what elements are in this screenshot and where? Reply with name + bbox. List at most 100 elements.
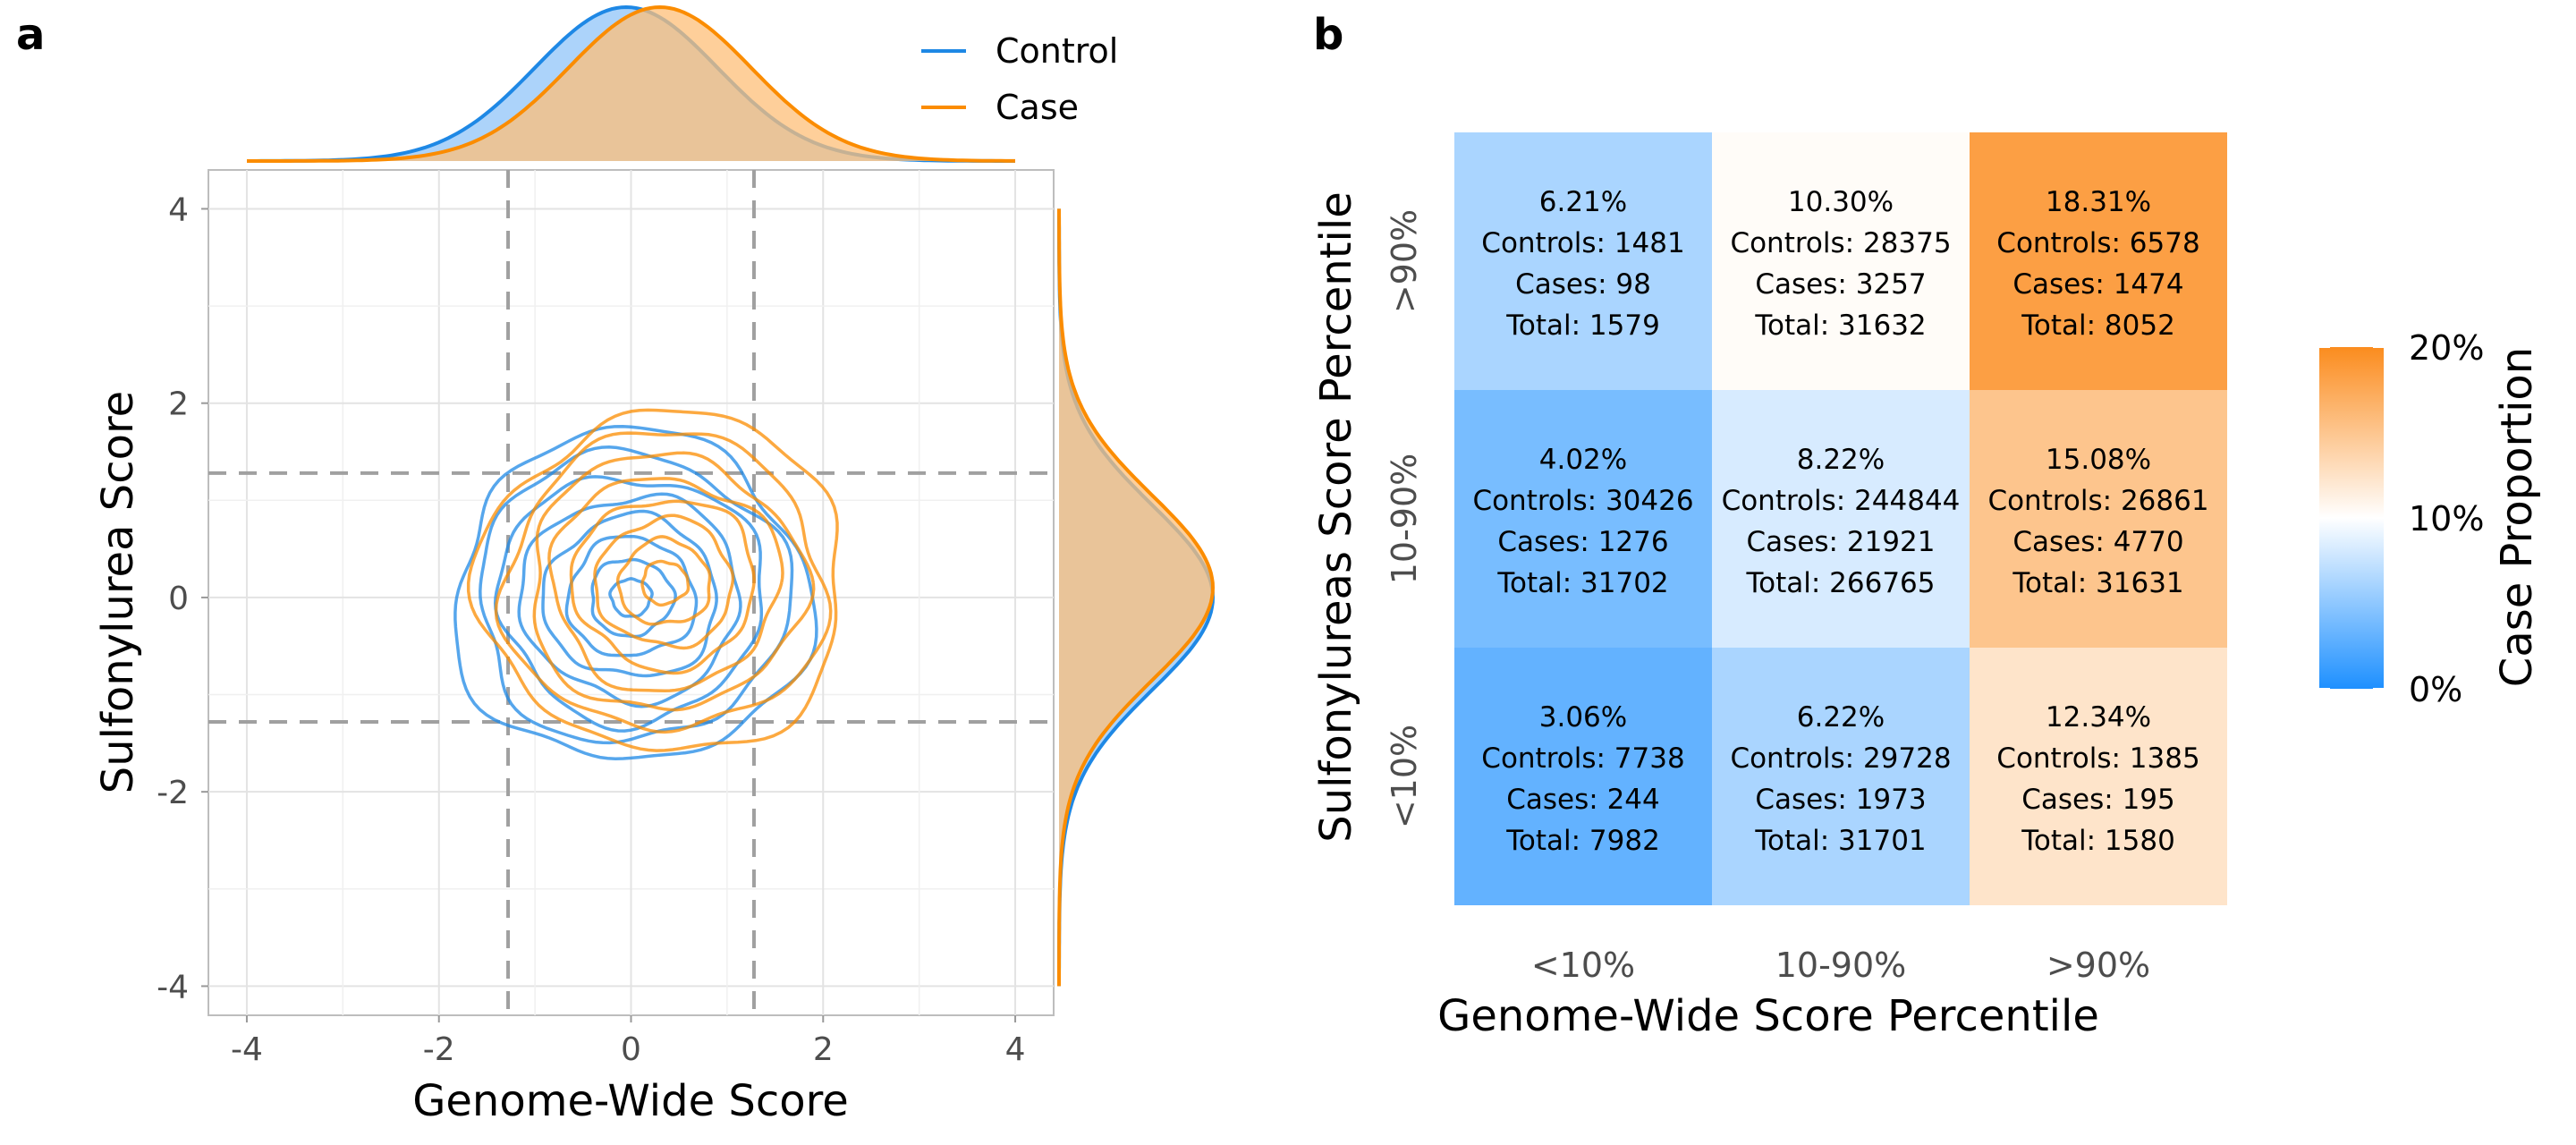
density-fill-case <box>1059 208 1213 987</box>
heatmap-cell-label: 6.22% <box>1797 701 1885 734</box>
y-tick-label: 4 <box>168 191 189 228</box>
heatmap-cell <box>1454 390 1712 648</box>
panel-label-a: a <box>16 10 45 60</box>
x-tick-label: -4 <box>231 1031 263 1068</box>
heatmap-cell-label: Total: 1580 <box>2021 825 2175 857</box>
heatmap-cell-label: 3.06% <box>1539 701 1627 734</box>
heatmap-cell-label: Controls: 26861 <box>1987 485 2208 517</box>
colorbar-tick-label: 0% <box>2409 670 2462 709</box>
heatmap-cell <box>1970 132 2227 390</box>
heatmap-cell-label: Total: 7982 <box>1505 825 1660 857</box>
contours <box>453 408 839 760</box>
heatmap-cell-label: 10.30% <box>1788 186 1894 218</box>
y-tick-label: 0 <box>168 581 189 617</box>
contour-case <box>494 431 833 734</box>
contour-control <box>541 509 718 678</box>
colorbar-title: Case Proportion <box>2492 347 2542 687</box>
panel-label-b: b <box>1313 10 1343 60</box>
heatmap-x-tick-label: >90% <box>2046 946 2150 985</box>
contour-case <box>640 559 691 607</box>
contour-case <box>615 535 712 626</box>
heatmap-cell-label: Cases: 195 <box>2021 784 2174 816</box>
heatmap-cell <box>1454 132 1712 390</box>
panel-b: 6.21% Controls: 1481 Cases: 98 Total: 1579 1… <box>1311 132 2542 1041</box>
y-tick-label: 2 <box>168 386 189 423</box>
heatmap-cell <box>1712 648 1970 905</box>
heatmap-cell-label: 8.22% <box>1797 444 1885 476</box>
density-line-case <box>247 4 1015 163</box>
heatmap-ticks: <10% 10-90% >90% >90% 10-90% <10% <box>1385 209 2150 985</box>
heatmap-cell-label: Controls: 7738 <box>1481 742 1684 775</box>
heatmap-cell-label: Controls: 1385 <box>1996 742 2199 775</box>
contour-control <box>493 475 764 733</box>
heatmap-cell-label: Cases: 4770 <box>2012 526 2183 558</box>
heatmap-cell-label: Total: 8052 <box>2021 310 2175 342</box>
density-fill-case <box>246 7 1016 161</box>
x-axis-title: Genome-Wide Score <box>412 1076 849 1126</box>
heatmap-cell-label: Cases: 1474 <box>2012 268 2183 301</box>
heatmap-cell-label: 18.31% <box>2046 186 2151 218</box>
y-axis-title: Sulfonylurea Score <box>93 391 143 793</box>
heatmap-cell-label: Total: 266765 <box>1745 567 1935 599</box>
heatmap-cell <box>1712 132 1970 390</box>
colorbar-tick-label: 20% <box>2409 328 2484 368</box>
panel-a: -4 -2 0 2 4 -4 -2 0 2 4 Genome-Wide Score Sulfony… <box>93 4 1216 1126</box>
grid <box>208 170 1054 1015</box>
heatmap-cell-label: Controls: 1481 <box>1481 227 1684 259</box>
heatmap-y-tick-label: >90% <box>1385 209 1424 313</box>
heatmap-cell-label: Total: 31701 <box>1754 825 1926 857</box>
legend: Control Case <box>921 31 1118 127</box>
heatmap-cell-label: Cases: 3257 <box>1755 268 1926 301</box>
contour-case <box>569 499 756 675</box>
heatmap-x-axis-title: Genome-Wide Score Percentile <box>1437 991 2099 1041</box>
heatmap-cell-label: Controls: 28375 <box>1730 227 1951 259</box>
contour-control <box>479 445 794 745</box>
heatmap-cell-label: 12.34% <box>2046 701 2151 734</box>
contour-control <box>564 534 699 657</box>
heatmap-cell <box>1454 648 1712 905</box>
contour-case <box>532 451 816 712</box>
heatmap-cell-label: 6.21% <box>1539 186 1627 218</box>
legend-label-control: Control <box>996 31 1118 71</box>
heatmap-cell-label: Cases: 98 <box>1515 268 1651 301</box>
contour-case <box>593 513 735 650</box>
heatmap-cell-label: Controls: 30426 <box>1472 485 1693 517</box>
colorbar-tick-label: 10% <box>2409 499 2484 539</box>
reference-lines <box>208 170 1054 1015</box>
contour-case <box>466 408 839 752</box>
x-tick-label: -2 <box>423 1031 455 1068</box>
heatmap-cell <box>1970 390 2227 648</box>
heatmap-cells: 6.21% Controls: 1481 Cases: 98 Total: 1579 1… <box>1454 132 2227 905</box>
heatmap-cell-label: Total: 31632 <box>1754 310 1926 342</box>
x-tick-label: 2 <box>813 1031 834 1068</box>
heatmap-x-tick-label: 10-90% <box>1775 946 1907 985</box>
heatmap-y-axis-title: Sulfonylureas Score Percentile <box>1311 191 1361 842</box>
right-marginal-density <box>1057 208 1216 987</box>
density-line-case <box>1057 208 1216 987</box>
heatmap-cell-label: Controls: 244844 <box>1722 485 1961 517</box>
heatmap-cell-label: 15.08% <box>2046 444 2151 476</box>
heatmap-cell <box>1970 648 2227 905</box>
heatmap-cell-label: Total: 31702 <box>1496 567 1668 599</box>
y-tick-label: -2 <box>157 775 189 811</box>
contour-case <box>547 477 784 692</box>
heatmap-y-tick-label: <10% <box>1385 725 1424 828</box>
top-marginal-density <box>246 4 1016 163</box>
heatmap-cell-label: Cases: 1276 <box>1497 526 1668 558</box>
colorbar-ticks: 20% 10% 0% <box>2319 328 2484 709</box>
ticks: -4 -2 0 2 4 -4 -2 0 2 4 <box>157 191 1025 1068</box>
heatmap-y-tick-label: 10-90% <box>1385 454 1424 585</box>
heatmap-cell-label: Controls: 29728 <box>1730 742 1951 775</box>
heatmap-cell <box>1712 390 1970 648</box>
x-tick-label: 0 <box>621 1031 641 1068</box>
heatmap-x-tick-label: <10% <box>1531 946 1635 985</box>
contour-control <box>453 424 818 760</box>
heatmap-cell-label: Total: 31631 <box>2012 567 2183 599</box>
heatmap-cell-label: 4.02% <box>1539 444 1627 476</box>
x-tick-label: 4 <box>1005 1031 1026 1068</box>
heatmap-cell-label: Total: 1579 <box>1505 310 1660 342</box>
heatmap-cell-label: Controls: 6578 <box>1996 227 2199 259</box>
heatmap-cell-label: Cases: 21921 <box>1747 526 1936 558</box>
heatmap-cell-label: Cases: 1973 <box>1755 784 1926 816</box>
